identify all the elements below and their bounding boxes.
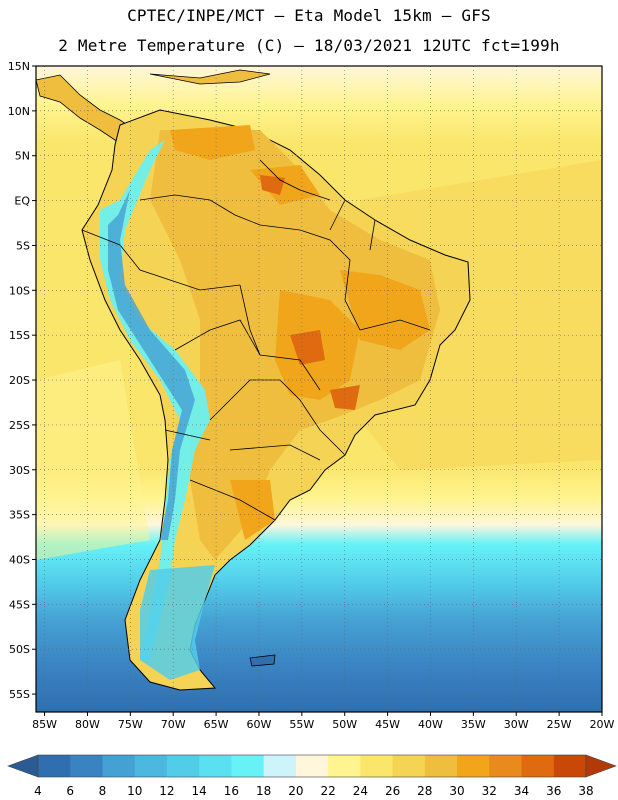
colorbar-label: 26 [385,784,400,798]
lat-label: EQ [14,195,30,208]
lat-label: 15S [9,329,30,342]
colorbar-swatch [392,755,426,777]
colorbar-swatch [70,755,103,777]
lon-label: 70W [161,718,186,731]
colorbar-swatch [553,755,587,777]
lat-label: 25S [9,419,30,432]
lon-label: 45W [375,718,400,731]
colorbar-high-arrow [585,754,617,778]
colorbar-label: 32 [482,784,497,798]
lon-label: 30W [504,718,529,731]
colorbar-label: 12 [159,784,174,798]
lat-label: 20S [9,374,30,387]
falkland-islands [249,654,276,667]
pacific-cool-band [36,360,150,560]
lat-label: 5N [15,150,30,163]
colorbar-label: 24 [353,784,368,798]
lon-label: 80W [75,718,100,731]
colorbar-labels: 4 6 8 10 12 14 16 18 20 22 24 26 28 30 32 34 36 38 [34,784,593,798]
lat-label: 35S [9,509,30,522]
colorbar-swatch [489,755,523,777]
lat-label: 10S [9,284,30,297]
lon-label: 40W [418,718,443,731]
colorbar-swatch [102,755,136,777]
lat-label: 5S [16,239,30,252]
colorbar-label: 28 [417,784,432,798]
map-border [35,65,603,713]
colorbar-label: 8 [99,784,107,798]
lat-label: 40S [9,553,30,566]
colorbar-swatch [263,755,297,777]
hottest-patches [260,175,360,410]
colorbar-label: 4 [34,784,42,798]
colorbar-label: 30 [449,784,464,798]
colorbar-swatch [38,755,71,777]
lon-label: 85W [32,718,57,731]
lon-label: 60W [247,718,272,731]
colorbar-swatch [166,755,200,777]
colorbar-label: 38 [578,784,593,798]
colorbar-label: 34 [514,784,529,798]
lat-label: 55S [9,688,30,701]
colorbar-low-arrow [7,754,39,778]
patagonia-cool [140,565,215,680]
caribbean-islands [149,69,271,85]
lat-label: 50S [9,643,30,656]
andes-cold-core [108,190,195,540]
lat-label: 30S [9,464,30,477]
colorbar-swatch [521,755,555,777]
chart-title-line1: CPTEC/INPE/MCT – Eta Model 15km – GFS [127,6,491,25]
colorbar-swatch [199,755,232,777]
lat-label: 45S [9,598,30,611]
country-borders [81,159,431,521]
colorbar-swatch [424,755,458,777]
colorbar-label: 18 [256,784,271,798]
lon-label: 65W [204,718,229,731]
chart-title-line2: 2 Metre Temperature (C) – 18/03/2021 12U… [58,36,560,55]
latitude-labels: 15N 10N 5N EQ 5S 10S 15S 20S 25S 30S 35S 40S 45S 50S 5… [8,60,36,701]
colorbar-label: 6 [66,784,74,798]
longitude-labels: 85W 80W 75W 70W 65W 60W 55W 50W 45W 40W 35W 30W 25W 2… [32,712,615,731]
colorbar-label: 36 [546,784,561,798]
colorbar-swatch [457,755,490,777]
lon-label: 50W [332,718,357,731]
lat-label: 15N [8,60,30,73]
colorbar-label: 20 [288,784,303,798]
colorbar-swatch [328,755,361,777]
lon-label: 75W [118,718,143,731]
lon-label: 25W [547,718,572,731]
colorbar-label: 14 [192,784,207,798]
colorbar-swatch [360,755,394,777]
lon-label: 20W [590,718,615,731]
colorbar-swatch [295,755,329,777]
colorbar-swatch [231,755,265,777]
colorbar-label: 16 [224,784,239,798]
colorbar [7,754,617,778]
colorbar-label: 22 [320,784,335,798]
lon-label: 55W [289,718,314,731]
lon-label: 35W [461,718,486,731]
lat-label: 10N [8,105,30,118]
colorbar-swatch [134,755,168,777]
colorbar-label: 10 [127,784,142,798]
